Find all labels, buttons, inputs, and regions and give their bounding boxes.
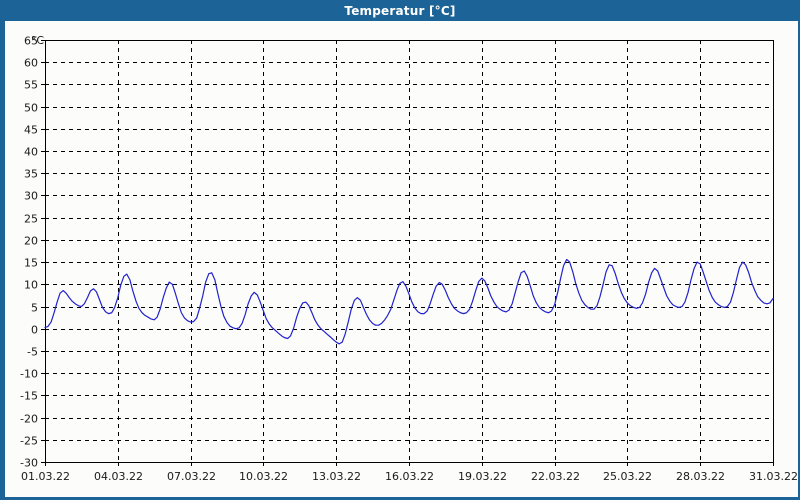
y-axis-tick-label: 20 xyxy=(24,235,38,248)
y-axis-tick-label: -25 xyxy=(20,435,38,448)
x-axis-tick-label: 16.03.22 xyxy=(385,470,434,483)
x-axis-tick-label: 28.03.22 xyxy=(676,470,725,483)
x-axis-tick-marks xyxy=(45,462,774,466)
y-axis-tick-label: -10 xyxy=(20,368,38,381)
window-title-bar: Temperatur [°C] xyxy=(0,0,800,21)
x-axis-labels: 01.03.22 04.03.22 07.03.22 10.03.22 13.03.22… xyxy=(21,470,798,483)
y-axis-tick-label: 40 xyxy=(24,146,38,159)
x-axis-tick-label: 22.03.22 xyxy=(531,470,580,483)
x-axis-tick-label: 07.03.22 xyxy=(167,470,216,483)
canvas-background xyxy=(5,21,798,497)
x-axis-tick-label: 19.03.22 xyxy=(458,470,507,483)
y-axis-tick-label: 5 xyxy=(31,302,38,315)
x-axis-tick-label: 31.03.22 xyxy=(749,470,798,483)
y-axis-tick-label: 10 xyxy=(24,279,38,292)
y-axis-tick-label: 15 xyxy=(24,257,38,270)
chart-canvas: 65 60 55 50 45 40 35 30 25 20 15 10 5 0 -5 -10 -15 -20 -25… xyxy=(5,21,798,497)
y-axis-tick-label: 30 xyxy=(24,190,38,203)
x-axis-tick-label: 13.03.22 xyxy=(312,470,361,483)
y-axis-tick-label: 65 xyxy=(24,35,38,48)
y-axis-tick-label: 35 xyxy=(24,168,38,181)
vertical-gridlines xyxy=(118,40,701,462)
y-axis-tick-label: 50 xyxy=(24,102,38,115)
y-axis-tick-label: 25 xyxy=(24,213,38,226)
x-axis-tick-label: 10.03.22 xyxy=(239,470,288,483)
y-axis-unit-label: °C xyxy=(31,34,45,47)
x-axis-tick-label: 04.03.22 xyxy=(94,470,143,483)
y-axis-tick-label: -30 xyxy=(20,457,38,470)
x-axis-tick-label: 01.03.22 xyxy=(21,470,70,483)
y-axis-tick-label: -15 xyxy=(20,390,38,403)
y-axis-tick-label: 60 xyxy=(24,57,38,70)
y-axis-tick-label: -20 xyxy=(20,413,38,426)
y-axis-tick-label: -5 xyxy=(27,346,38,359)
y-axis-tick-label: 45 xyxy=(24,124,38,137)
y-axis-labels: 65605550454035302520151050-5-10-15-20-25… xyxy=(20,35,38,470)
x-axis-tick-label: 25.03.22 xyxy=(603,470,652,483)
temperature-series-line xyxy=(44,258,774,345)
page-title: Temperatur [°C] xyxy=(344,3,456,18)
y-axis-tick-label: 0 xyxy=(31,324,38,337)
y-axis-tick-marks xyxy=(41,40,45,463)
y-axis-tick-label: 55 xyxy=(24,79,38,92)
temperature-line-chart: 65605550454035302520151050-5-10-15-20-25… xyxy=(5,21,798,497)
